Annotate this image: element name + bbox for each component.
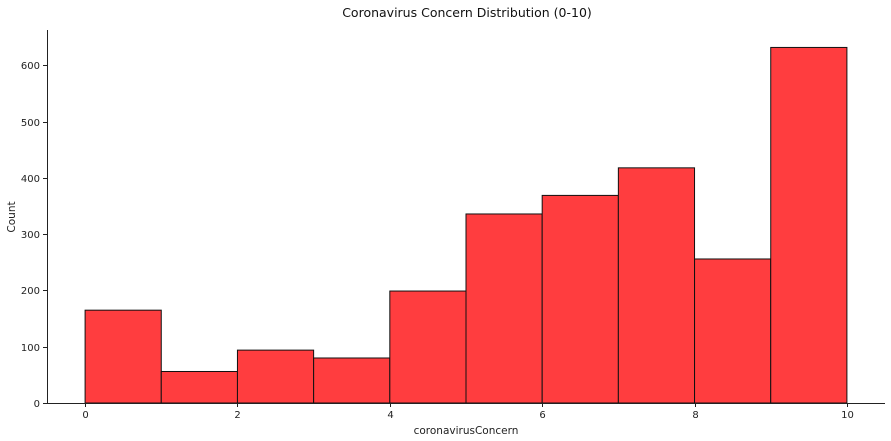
x-tick-label-3: 6: [539, 410, 545, 421]
y-axis-ticks: 0 100 200 300 400 500 600: [21, 61, 47, 410]
histogram-bar-7: [617, 167, 696, 404]
histogram-bar-8: [694, 258, 772, 404]
y-tick-label-1: 100: [21, 343, 40, 354]
x-axis-ticks: 0 2 4 6 8 10: [82, 403, 854, 421]
bars-group: [84, 46, 848, 404]
x-axis-title: coronavirusConcern: [414, 425, 519, 437]
histogram-bar-5: [465, 213, 543, 404]
x-tick-label-0: 0: [82, 410, 88, 421]
y-tick-label-6: 600: [21, 61, 40, 72]
y-tick-label-3: 300: [21, 230, 40, 241]
histogram-bar-2: [236, 349, 315, 404]
histogram-bar-6: [541, 194, 619, 404]
histogram-bar-4: [389, 290, 467, 404]
x-tick-label-5: 10: [841, 410, 854, 421]
y-tick-label-5: 500: [21, 118, 40, 129]
x-tick-label-4: 8: [692, 410, 698, 421]
histogram-bar-3: [313, 357, 391, 404]
histogram-bar-9: [770, 46, 848, 404]
chart-title: Coronavirus Concern Distribution (0-10): [342, 5, 592, 20]
histogram-bar-0: [84, 309, 162, 404]
y-tick-label-4: 400: [21, 174, 40, 185]
y-tick-label-0: 0: [34, 399, 40, 410]
histogram-bar-1: [160, 370, 238, 404]
y-axis-title: Count: [6, 201, 18, 232]
y-tick-label-2: 200: [21, 286, 40, 297]
x-tick-label-1: 2: [234, 410, 240, 421]
x-tick-label-2: 4: [387, 410, 393, 421]
